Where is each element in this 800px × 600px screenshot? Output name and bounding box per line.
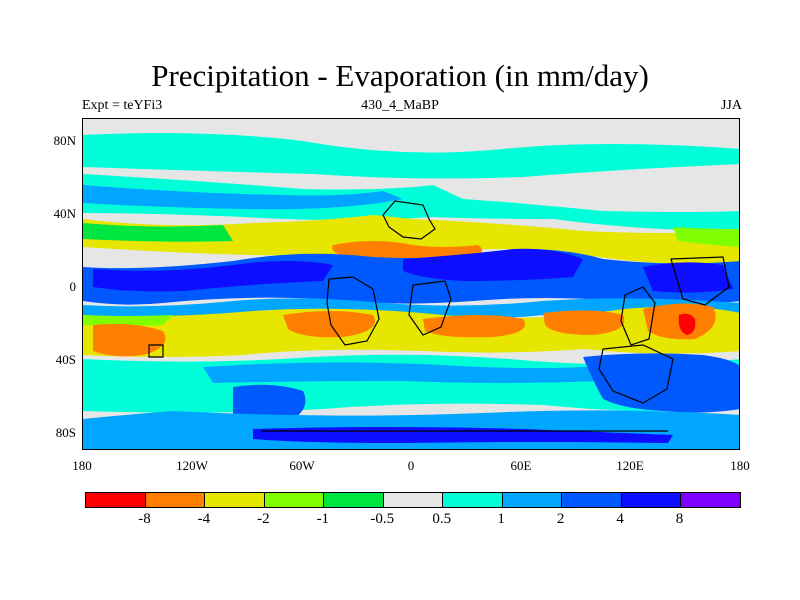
legend-tick-label: -1: [316, 511, 330, 527]
legend-tick-label: 8: [675, 511, 684, 527]
legend-swatch: [324, 493, 384, 507]
x-tick-label: 120W: [176, 458, 208, 473]
x-tick-label: 60E: [510, 458, 532, 473]
legend-tick-label: -4: [197, 511, 211, 527]
season-label: JJA: [720, 98, 742, 113]
x-tick-label: 60W: [289, 458, 315, 473]
y-tick-label: 0: [69, 279, 77, 294]
legend-swatch: [443, 493, 503, 507]
x-tick-label: 0: [407, 458, 415, 473]
y-tick-label: 80N: [53, 133, 76, 148]
legend-swatch: [145, 493, 206, 507]
legend-swatch: [383, 493, 444, 507]
legend-swatch: [621, 493, 682, 507]
legend-tick-label: 1: [497, 511, 505, 527]
legend-tick-label: -8: [138, 511, 151, 527]
y-tick-label: 40N: [53, 206, 76, 221]
legend-tick-label: 4: [616, 511, 624, 527]
legend-tick-label: 2: [556, 511, 565, 527]
legend-tick-label: -2: [257, 511, 270, 527]
legend-tick-label: -0.5: [370, 511, 395, 527]
x-tick-label: 180: [730, 458, 750, 473]
precip-evap-field: [83, 119, 739, 449]
legend-tick-label: 0.5: [432, 511, 452, 527]
experiment-label: Expt = teYFi3: [82, 98, 163, 113]
y-tick-label: 40S: [55, 352, 76, 367]
legend-swatch: [562, 493, 622, 507]
legend-swatch: [502, 493, 563, 507]
y-tick-label: 80S: [55, 425, 76, 440]
map-title: Precipitation - Evaporation (in mm/day): [151, 58, 649, 93]
color-legend-bar: [85, 492, 741, 508]
legend-swatch: [86, 493, 146, 507]
x-tick-label: 180: [72, 458, 92, 473]
legend-swatch: [681, 493, 741, 507]
map-frame: [82, 118, 740, 450]
time-period-label: 430_4_MaBP: [361, 98, 439, 113]
legend-swatch: [264, 493, 325, 507]
x-tick-label: 120E: [616, 458, 644, 473]
legend-swatch: [205, 493, 265, 507]
